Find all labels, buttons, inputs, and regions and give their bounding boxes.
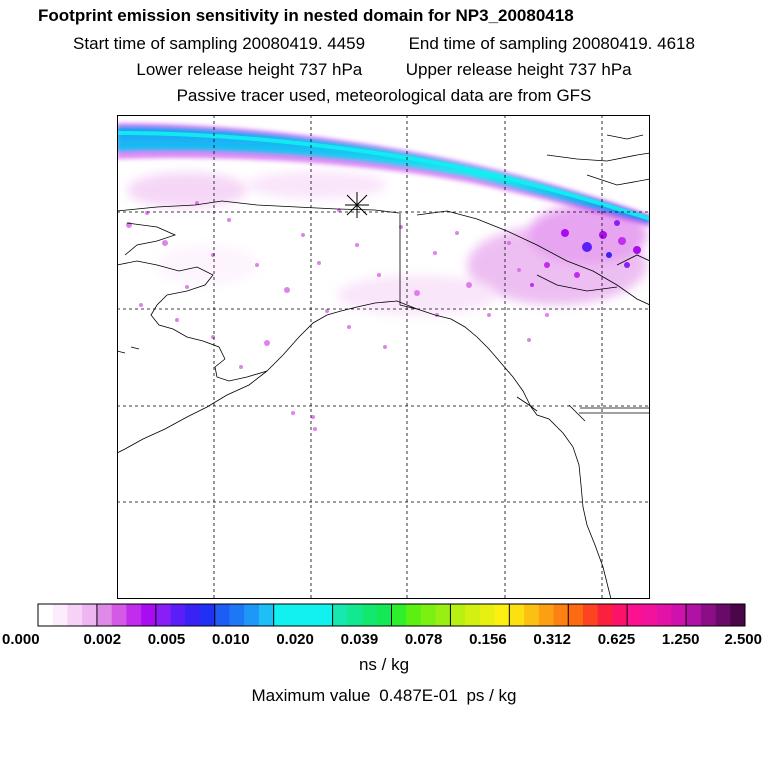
max-value-label: Maximum value: [251, 686, 371, 705]
colorbar-swatch: [141, 604, 157, 626]
colorbar-swatch: [303, 604, 319, 626]
colorbar-swatches: [37, 603, 746, 627]
sensitivity-plume: [117, 123, 650, 227]
colorbar-swatch: [126, 604, 142, 626]
end-time-value: 20080419. 4618: [572, 34, 695, 53]
colorbar-swatch: [111, 604, 127, 626]
max-value-units: ps / kg: [466, 686, 517, 705]
map-frame: [117, 115, 650, 599]
colorbar-swatch: [406, 604, 422, 626]
upper-height-label: Upper release height: [405, 60, 564, 79]
colorbar-tick-label: 0.156: [469, 631, 507, 648]
colorbar-swatch: [715, 604, 731, 626]
colorbar-swatch: [200, 604, 216, 626]
colorbar-swatch: [229, 604, 245, 626]
colorbar-swatch: [509, 604, 525, 626]
colorbar-swatch: [612, 604, 628, 626]
sampling-times: Start time of sampling 20080419. 4459 En…: [0, 34, 768, 54]
lower-height-value: 737 hPa: [298, 60, 363, 79]
colorbar-swatch: [686, 604, 702, 626]
colorbar-swatch: [38, 604, 54, 626]
colorbar-swatch: [185, 604, 201, 626]
colorbar-tick-label: 2.500: [724, 631, 762, 648]
colorbar-tick-label: 0.625: [598, 631, 636, 648]
end-time-label: End time of sampling: [408, 34, 568, 53]
colorbar-tick-label: 0.005: [148, 631, 186, 648]
colorbar-swatch: [347, 604, 363, 626]
colorbar-swatch: [82, 604, 98, 626]
colorbar-swatch: [273, 604, 289, 626]
colorbar-tick-label: 0.078: [405, 631, 443, 648]
subtitle: Passive tracer used, meteorological data…: [176, 86, 592, 105]
colorbar-swatch: [52, 604, 68, 626]
colorbar-swatch: [244, 604, 260, 626]
colorbar-swatch: [656, 604, 672, 626]
colorbar-swatch: [170, 604, 186, 626]
release-point-marker: [345, 192, 369, 218]
lower-height-label: Lower release height: [136, 60, 295, 79]
start-time-value: 20080419. 4459: [242, 34, 366, 53]
colorbar-tick-label: 0.002: [84, 631, 122, 648]
colorbar-swatch: [494, 604, 510, 626]
release-heights: Lower release height 737 hPa Upper relea…: [0, 60, 768, 80]
colorbar-swatch: [568, 604, 584, 626]
colorbar-swatch: [553, 604, 569, 626]
colorbar-swatch: [700, 604, 716, 626]
colorbar-swatch: [435, 604, 451, 626]
colorbar-swatch: [288, 604, 304, 626]
colorbar-swatch: [155, 604, 171, 626]
colorbar-swatch: [597, 604, 613, 626]
start-time-label: Start time of sampling: [73, 34, 238, 53]
footprint-map: [117, 115, 650, 599]
colorbar-swatch: [67, 604, 83, 626]
colorbar-swatch: [258, 604, 274, 626]
colorbar-tick-label: 0.000: [2, 631, 40, 648]
borders: [399, 213, 650, 414]
colorbar-swatch: [391, 604, 407, 626]
graticule: [117, 115, 650, 599]
colorbar-tick-label: 0.010: [212, 631, 250, 648]
colorbar-swatch: [479, 604, 495, 626]
sensitivity-cluster-east: [530, 220, 641, 287]
colorbar-swatch: [641, 604, 657, 626]
maximum-value-line: Maximum value 0.487E-01 ps / kg: [0, 686, 768, 706]
colorbar-swatch: [420, 604, 436, 626]
colorbar-tick-label: 1.250: [662, 631, 700, 648]
colorbar-tick-label: 0.039: [341, 631, 379, 648]
colorbar-tick-labels: 0.000 0.002 0.005 0.010 0.020 0.039 0.078 0.156…: [2, 631, 762, 648]
plot-title: Footprint emission sensitivity in nested…: [38, 6, 574, 25]
colorbar-swatch: [730, 604, 746, 626]
colorbar-units: ns / kg: [358, 655, 410, 674]
colorbar-swatch: [671, 604, 687, 626]
colorbar: 0.000 0.002 0.005 0.010 0.020 0.039 0.078 0.156…: [0, 600, 768, 750]
colorbar-swatch: [214, 604, 230, 626]
colorbar-swatch: [96, 604, 112, 626]
colorbar-swatch: [332, 604, 348, 626]
max-value-number: 0.487E-01: [379, 686, 458, 705]
colorbar-swatch: [582, 604, 599, 626]
colorbar-frame: [37, 603, 746, 627]
colorbar-tick-label: 0.020: [276, 631, 314, 648]
colorbar-swatch: [524, 604, 540, 626]
colorbar-swatch: [538, 604, 554, 626]
colorbar-tick-label: 0.312: [533, 631, 571, 648]
colorbar-swatch: [376, 604, 392, 626]
colorbar-swatch: [317, 604, 333, 626]
colorbar-swatch: [465, 604, 481, 626]
coastlines: [117, 134, 650, 599]
upper-height-value: 737 hPa: [568, 60, 632, 79]
colorbar-swatch: [450, 604, 466, 626]
colorbar-swatch: [362, 604, 378, 626]
colorbar-swatch: [627, 604, 643, 626]
